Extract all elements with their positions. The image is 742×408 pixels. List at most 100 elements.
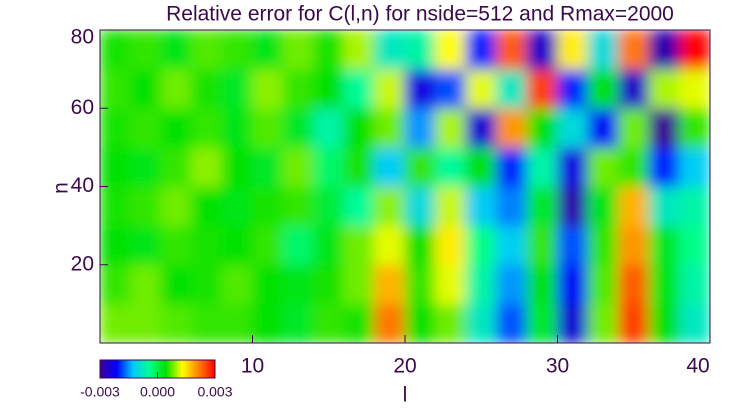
heat-cell xyxy=(191,225,223,266)
heat-cell xyxy=(679,186,710,227)
heat-cell xyxy=(130,186,162,227)
heat-cell xyxy=(526,225,558,266)
heat-cell xyxy=(435,303,467,343)
heat-cell xyxy=(496,264,528,305)
heat-cell xyxy=(618,225,650,266)
heat-cell xyxy=(160,186,192,227)
heat-cell xyxy=(526,146,558,187)
heat-cell xyxy=(130,68,162,109)
heat-cell xyxy=(404,107,436,148)
colorbar-tick-label: 0.000 xyxy=(140,384,175,400)
colorbar-tick-label: -0.003 xyxy=(80,384,120,400)
heat-cell xyxy=(404,303,436,343)
x-tick-label: 20 xyxy=(393,355,416,378)
heat-cell xyxy=(618,68,650,109)
heat-cell xyxy=(343,186,375,227)
heat-cell xyxy=(191,30,223,70)
heat-cell xyxy=(282,30,314,70)
heat-cell xyxy=(557,68,589,109)
heat-cell xyxy=(160,264,192,305)
heat-cell xyxy=(343,264,375,305)
heat-cell xyxy=(526,68,558,109)
y-tick-label: 80 xyxy=(71,26,94,49)
heat-cell xyxy=(374,264,406,305)
y-tick-label: 60 xyxy=(71,96,94,119)
heat-cell xyxy=(679,303,710,343)
heat-cell xyxy=(282,186,314,227)
heat-cell xyxy=(100,30,131,70)
heat-cell xyxy=(130,264,162,305)
heat-cell xyxy=(343,303,375,343)
heat-cell xyxy=(160,303,192,343)
heat-cell xyxy=(221,303,253,343)
heat-cell xyxy=(465,30,497,70)
heat-cell xyxy=(496,186,528,227)
heat-cell xyxy=(100,264,131,305)
heat-cell xyxy=(282,303,314,343)
heat-cell xyxy=(252,68,284,109)
heat-cell xyxy=(496,30,528,70)
heat-cell xyxy=(343,30,375,70)
heat-cell xyxy=(435,68,467,109)
heat-cell xyxy=(221,225,253,266)
heat-cell xyxy=(679,225,710,266)
heat-cell xyxy=(221,68,253,109)
heat-cell xyxy=(374,107,406,148)
heat-cell xyxy=(313,303,345,343)
heat-cell xyxy=(435,186,467,227)
heat-cell xyxy=(587,107,619,148)
heat-cell xyxy=(618,30,650,70)
chart-title: Relative error for C(l,n) for nside=512 … xyxy=(166,3,674,26)
heat-cell xyxy=(435,107,467,148)
heat-cell xyxy=(252,146,284,187)
heat-cell xyxy=(313,30,345,70)
heat-cell xyxy=(160,107,192,148)
heat-cell xyxy=(679,264,710,305)
heat-cell xyxy=(100,107,131,148)
heatmap-cells xyxy=(100,30,710,343)
heat-cell xyxy=(496,107,528,148)
heat-cell xyxy=(191,107,223,148)
heat-cell xyxy=(557,107,589,148)
heat-cell xyxy=(282,264,314,305)
heat-cell xyxy=(130,225,162,266)
heat-cell xyxy=(374,225,406,266)
heat-cell xyxy=(679,30,710,70)
heat-cell xyxy=(191,68,223,109)
heat-cell xyxy=(465,303,497,343)
heat-cell xyxy=(282,225,314,266)
heat-cell xyxy=(587,146,619,187)
heat-cell xyxy=(221,146,253,187)
heat-cell xyxy=(557,225,589,266)
heat-cell xyxy=(100,186,131,227)
heat-cell xyxy=(252,30,284,70)
heat-cell xyxy=(648,107,680,148)
heat-cell xyxy=(648,186,680,227)
heat-cell xyxy=(587,68,619,109)
heat-cell xyxy=(160,68,192,109)
heat-cell xyxy=(526,107,558,148)
heat-cell xyxy=(465,225,497,266)
heat-cell xyxy=(343,68,375,109)
heat-cell xyxy=(618,264,650,305)
heat-cell xyxy=(221,30,253,70)
heat-cell xyxy=(374,186,406,227)
heat-cell xyxy=(465,146,497,187)
heat-cell xyxy=(100,225,131,266)
heat-cell xyxy=(618,107,650,148)
heat-cell xyxy=(160,225,192,266)
heat-cell xyxy=(130,303,162,343)
heat-cell xyxy=(557,186,589,227)
heat-cell xyxy=(374,146,406,187)
heat-cell xyxy=(374,30,406,70)
heat-cell xyxy=(404,68,436,109)
heat-cell xyxy=(648,30,680,70)
heat-cell xyxy=(313,225,345,266)
heat-cell xyxy=(587,225,619,266)
heat-cell xyxy=(100,146,131,187)
heat-cell xyxy=(496,68,528,109)
heat-cell xyxy=(282,107,314,148)
heat-cell xyxy=(587,186,619,227)
heat-cell xyxy=(465,264,497,305)
heat-cell xyxy=(404,225,436,266)
